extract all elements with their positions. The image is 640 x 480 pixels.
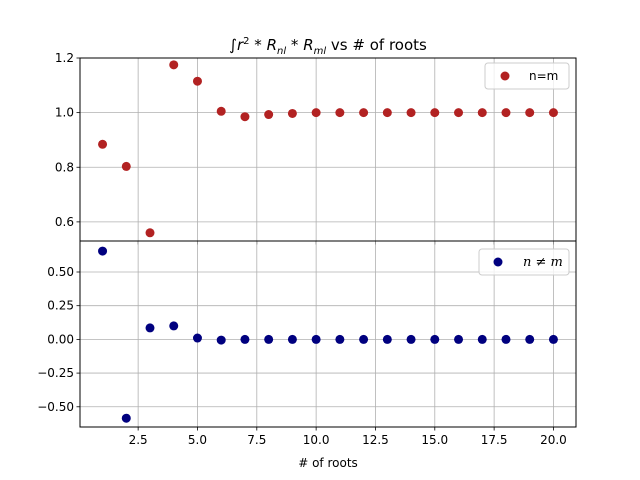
data-point — [359, 108, 369, 118]
data-point — [264, 334, 274, 344]
x-tick-label: 12.5 — [362, 433, 389, 447]
data-point — [216, 106, 226, 116]
data-point — [359, 334, 369, 344]
data-point — [264, 110, 274, 120]
y-tick-label: −0.50 — [37, 400, 74, 414]
data-point — [525, 108, 535, 118]
x-tick-label: 2.5 — [129, 433, 148, 447]
data-point — [287, 334, 297, 344]
legend-marker-n-eq-m — [500, 71, 510, 81]
data-point — [240, 112, 250, 122]
data-point — [501, 108, 511, 118]
data-point — [382, 108, 392, 118]
y-tick-label: −0.25 — [37, 366, 74, 380]
data-point — [192, 333, 202, 343]
top-y-ticks: 0.6 0.8 1.0 1.2 — [55, 51, 80, 229]
data-point — [121, 161, 131, 171]
top-legend: n=m — [484, 62, 570, 90]
data-point — [240, 334, 250, 344]
y-tick-label: 0.00 — [47, 332, 74, 346]
data-point — [335, 334, 345, 344]
data-point — [454, 334, 464, 344]
data-point — [548, 108, 558, 118]
data-point — [192, 76, 202, 86]
legend-marker-n-neq-m — [493, 257, 503, 267]
x-tick-label: 20.0 — [540, 433, 567, 447]
data-point — [501, 334, 511, 344]
bottom-axes-frame — [79, 240, 577, 428]
data-point — [430, 108, 440, 118]
y-tick-label: 0.6 — [55, 215, 74, 229]
data-point — [430, 334, 440, 344]
data-point — [548, 334, 558, 344]
y-tick-label: 0.50 — [47, 265, 74, 279]
chart-title: ∫r2 * Rnl * Rml vs # of roots — [229, 36, 427, 57]
data-point — [169, 321, 179, 331]
data-point — [477, 108, 487, 118]
x-tick-label: 17.5 — [481, 433, 508, 447]
bottom-series-n-neq-m — [98, 246, 558, 423]
data-point — [406, 334, 416, 344]
top-series-n-eq-m — [98, 60, 558, 238]
data-point — [311, 334, 321, 344]
x-tick-label: 15.0 — [421, 433, 448, 447]
data-point — [216, 335, 226, 345]
data-point — [454, 108, 464, 118]
data-point — [382, 334, 392, 344]
y-tick-label: 1.2 — [55, 51, 74, 65]
bottom-panel: −0.50 −0.25 0.00 0.25 0.50 2.5 5.0 7.5 10.0 12.5… — [37, 240, 577, 447]
data-point — [145, 228, 155, 238]
bottom-legend: n ≠ m — [478, 248, 570, 276]
data-point — [169, 60, 179, 70]
data-point — [287, 108, 297, 118]
data-point — [121, 413, 131, 423]
data-point — [525, 334, 535, 344]
y-tick-label: 0.8 — [55, 160, 74, 174]
data-point — [311, 108, 321, 118]
data-point — [477, 334, 487, 344]
top-x-ticks — [137, 241, 554, 245]
bottom-legend-box — [478, 248, 570, 276]
legend-label-n-neq-m: n ≠ m — [523, 255, 563, 270]
top-panel: 0.6 0.8 1.0 1.2 n=m — [55, 51, 577, 245]
x-tick-label: 10.0 — [303, 433, 330, 447]
x-axis-label: # of roots — [298, 456, 358, 470]
data-point — [335, 108, 345, 118]
x-tick-label: 7.5 — [247, 433, 266, 447]
y-tick-label: 1.0 — [55, 106, 74, 120]
bottom-y-ticks: −0.50 −0.25 0.00 0.25 0.50 — [37, 265, 80, 414]
top-legend-box — [484, 62, 570, 90]
data-point — [98, 246, 108, 256]
y-tick-label: 0.25 — [47, 299, 74, 313]
data-point — [406, 108, 416, 118]
bottom-x-ticks: 2.5 5.0 7.5 10.0 12.5 15.0 17.5 20.0 — [129, 427, 567, 447]
legend-label-n-eq-m: n=m — [529, 69, 558, 83]
x-tick-label: 5.0 — [188, 433, 207, 447]
data-point — [145, 323, 155, 333]
data-point — [98, 139, 108, 149]
